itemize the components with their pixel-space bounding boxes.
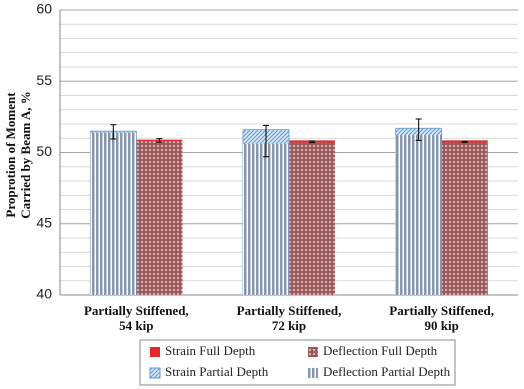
legend-label: Deflection Partial Depth — [323, 364, 451, 379]
legend-label: Strain Partial Depth — [165, 364, 269, 379]
bar — [289, 142, 335, 295]
legend-swatch — [308, 368, 318, 378]
bar — [441, 142, 488, 295]
error-bar — [309, 140, 315, 144]
y-tick-label: 40 — [36, 286, 52, 302]
error-bar — [156, 138, 163, 143]
y-tick-label: 45 — [36, 214, 52, 230]
y-tick-label: 50 — [36, 143, 52, 159]
bar — [90, 132, 137, 295]
legend-label: Strain Full Depth — [165, 343, 256, 358]
legend-swatch — [308, 347, 318, 357]
x-tick-label: Partially Stiffened, 90 kip — [389, 303, 495, 333]
legend-swatch — [150, 347, 160, 357]
bar — [136, 141, 183, 295]
bar — [243, 143, 289, 295]
y-tick-label: 55 — [36, 72, 52, 88]
error-bar — [415, 118, 422, 141]
error-bar — [110, 124, 117, 140]
x-tick-label: Partially Stiffened, 72 kip — [236, 303, 342, 333]
bar — [395, 135, 442, 295]
error-bar — [263, 124, 269, 158]
legend-box — [139, 339, 456, 386]
error-bar — [461, 140, 468, 143]
y-axis-title: Proprotion of Moment Carried by Beam A, … — [3, 91, 33, 219]
legend-label: Deflection Full Depth — [323, 343, 438, 358]
legend-swatch — [149, 367, 161, 379]
y-tick-label: 60 — [36, 1, 52, 17]
x-tick-label: Partially Stiffened, 54 kip — [83, 303, 189, 333]
